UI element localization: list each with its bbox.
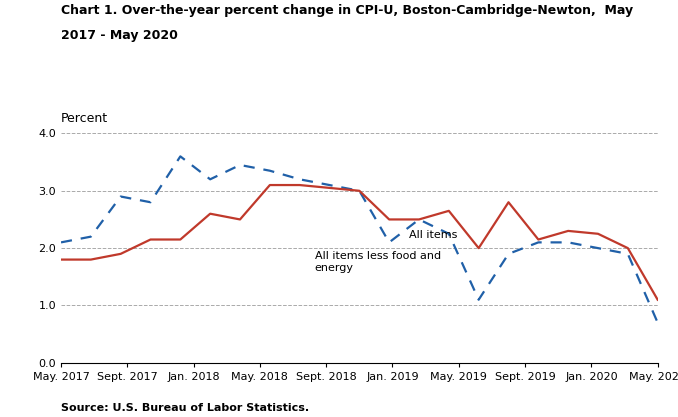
Text: Chart 1. Over-the-year percent change in CPI-U, Boston-Cambridge-Newton,  May: Chart 1. Over-the-year percent change in… xyxy=(61,4,633,17)
Text: All items: All items xyxy=(409,229,458,239)
Text: 2017 - May 2020: 2017 - May 2020 xyxy=(61,29,178,42)
Text: All items less food and
energy: All items less food and energy xyxy=(315,251,441,273)
Text: Source: U.S. Bureau of Labor Statistics.: Source: U.S. Bureau of Labor Statistics. xyxy=(61,403,309,413)
Text: Percent: Percent xyxy=(61,112,108,125)
